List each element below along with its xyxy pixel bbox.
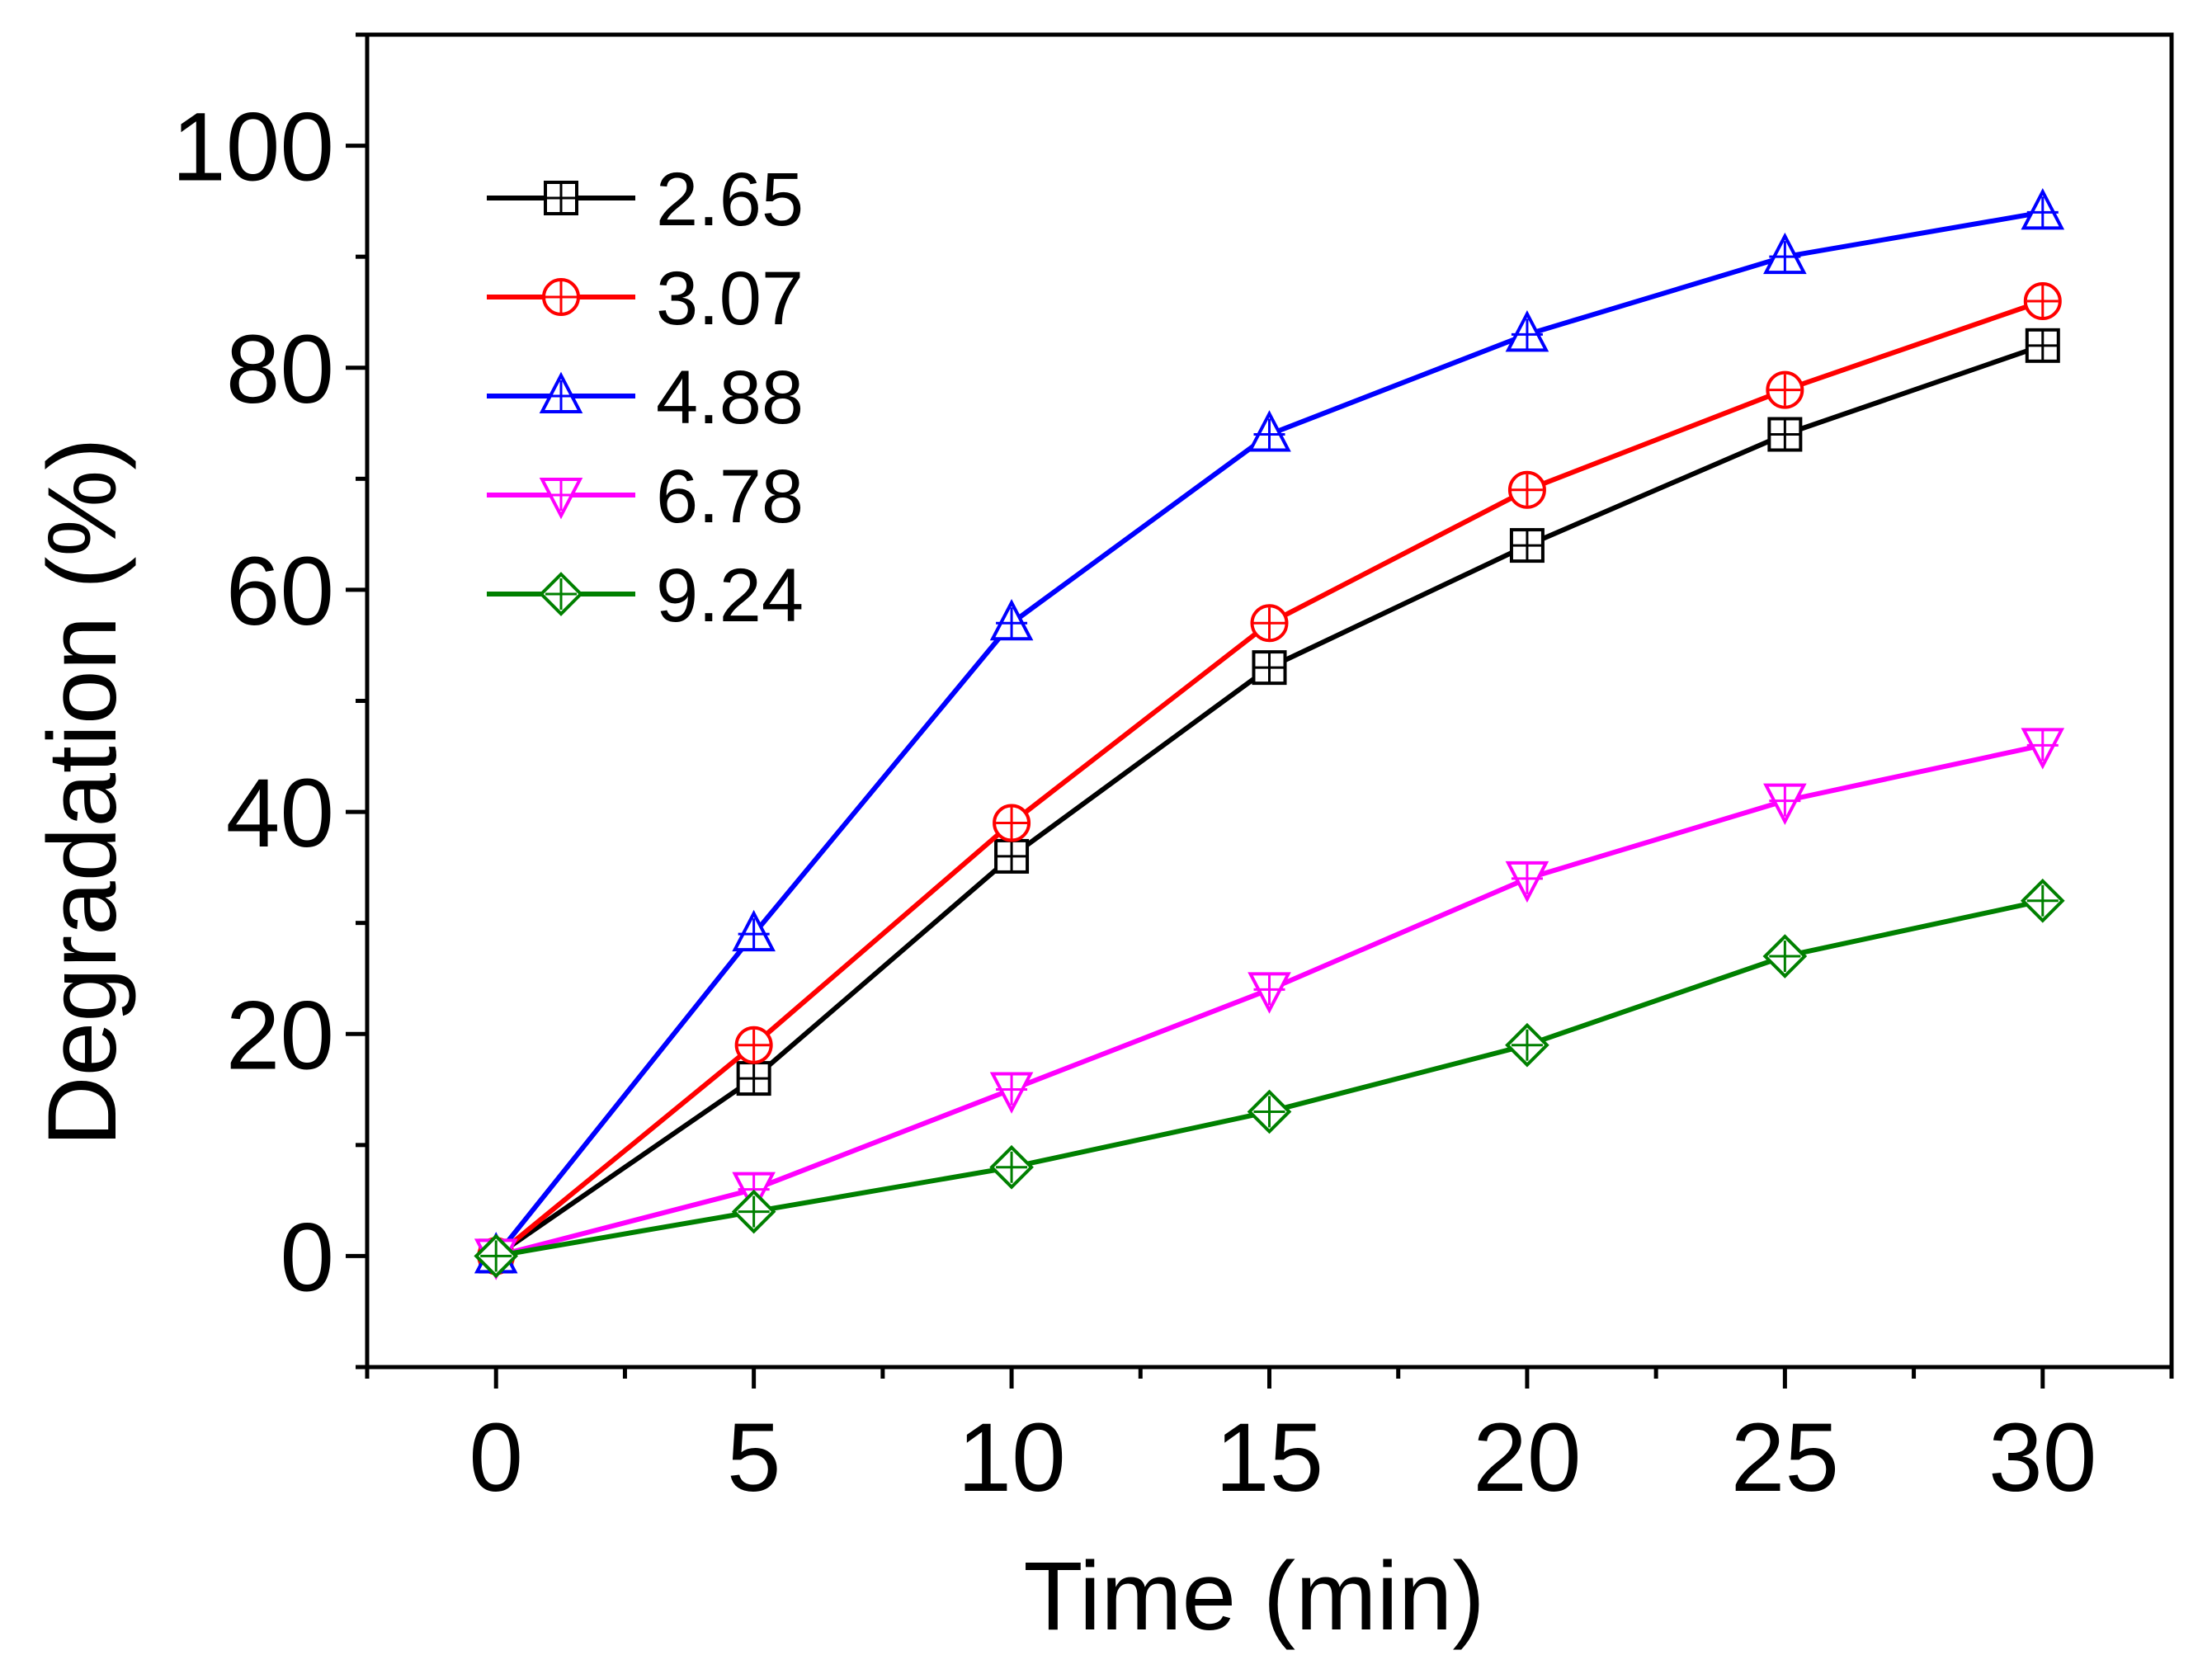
x-tick-label: 0	[469, 1403, 523, 1512]
series-line	[495, 898, 2044, 1259]
data-point	[993, 804, 1031, 842]
x-tick-label: 5	[727, 1403, 781, 1512]
x-tick-label: 10	[957, 1403, 1065, 1512]
series-6.78	[474, 728, 2065, 1280]
data-point	[1507, 470, 1546, 509]
data-point	[2021, 188, 2065, 230]
data-point	[1762, 934, 1808, 978]
data-point	[1763, 783, 1807, 825]
legend-marker	[539, 572, 583, 616]
legend: 2.65 3.07 4.88 6.78 9.24	[487, 158, 804, 638]
legend-marker	[539, 478, 583, 520]
x-axis-title: Time (min)	[1023, 1542, 1484, 1651]
axes: 0 5 10 15 20 25 30 0 20 40 60 80 100	[172, 32, 2174, 1512]
y-tick-label: 40	[226, 759, 334, 868]
y-tick-label: 0	[280, 1203, 334, 1312]
legend-marker	[544, 181, 578, 215]
data-point	[994, 838, 1030, 874]
y-tick-label: 60	[226, 537, 334, 646]
data-point	[474, 1233, 519, 1279]
y-axis-title: Degradation (%)	[28, 437, 137, 1146]
series-2.65	[479, 328, 2060, 1274]
data-point	[731, 1189, 776, 1234]
legend-marker	[539, 371, 583, 413]
data-point	[732, 909, 776, 952]
data-point	[2021, 728, 2065, 770]
y-tick-label: 20	[226, 981, 334, 1090]
data-point	[1505, 1022, 1549, 1068]
data-point	[1767, 417, 1803, 452]
data-point	[2023, 282, 2062, 320]
data-point	[1763, 232, 1807, 275]
data-point	[989, 1072, 1034, 1114]
data-point	[1250, 604, 1289, 643]
data-point	[1505, 310, 1549, 352]
legend-label: 6.78	[656, 455, 804, 539]
y-tick-label: 100	[172, 93, 334, 202]
data-point	[1766, 370, 1804, 409]
data-point	[1247, 1089, 1292, 1134]
data-point	[1505, 861, 1549, 903]
legend-item: 3.07	[487, 257, 804, 341]
data-point	[2020, 878, 2065, 923]
legend-label: 9.24	[656, 554, 804, 638]
data-point	[989, 598, 1034, 641]
x-tick-label: 30	[1988, 1403, 2096, 1512]
data-point	[1247, 972, 1291, 1014]
data-point	[1509, 528, 1545, 564]
x-tick-label: 15	[1215, 1403, 1323, 1512]
data-point	[989, 1144, 1034, 1190]
legend-marker	[542, 278, 580, 316]
series-9.24	[474, 878, 2065, 1279]
legend-item: 2.65	[487, 158, 804, 242]
legend-label: 2.65	[656, 158, 804, 242]
data-point	[2025, 328, 2060, 363]
data-point	[1247, 410, 1291, 452]
legend-item: 9.24	[487, 554, 804, 638]
data-point	[736, 1061, 771, 1096]
legend-label: 4.88	[656, 356, 804, 440]
plot-series	[474, 188, 2065, 1280]
legend-item: 4.88	[487, 356, 804, 440]
x-tick-label: 25	[1731, 1403, 1839, 1512]
y-tick-label: 80	[226, 315, 334, 424]
x-tick-label: 20	[1473, 1403, 1581, 1512]
data-point	[1252, 650, 1287, 686]
legend-label: 3.07	[656, 257, 804, 341]
legend-item: 6.78	[487, 455, 804, 539]
data-point	[734, 1026, 773, 1064]
